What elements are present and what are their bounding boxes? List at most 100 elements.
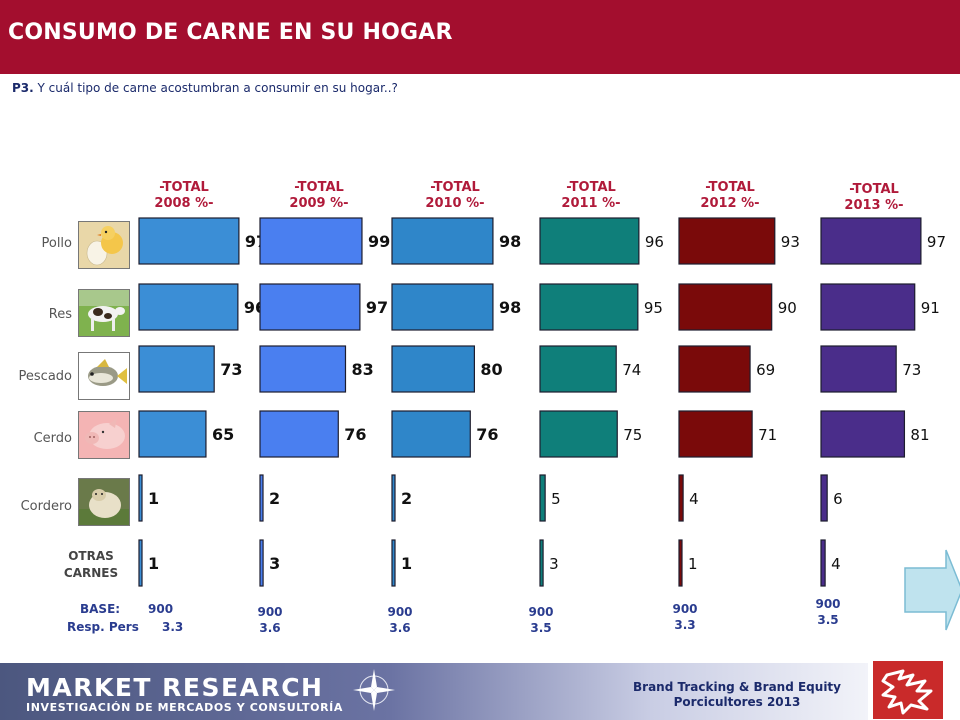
data-label: 3: [549, 555, 559, 573]
bar-cordero-2: [391, 474, 396, 522]
bar-otras-carnes-2: [391, 539, 396, 587]
bar-res-1: [259, 283, 361, 331]
bar-otras-carnes-3: [539, 539, 544, 587]
question-code: P3.: [12, 81, 34, 95]
base-2010: 900 3.6: [370, 604, 430, 636]
bar-cordero-1: [259, 474, 264, 522]
data-label: 3: [269, 554, 280, 573]
row-label-otras-line1: OTRAS: [68, 549, 114, 563]
data-label: 1: [148, 554, 159, 573]
bar-pollo-5: [820, 217, 922, 265]
fish-photo: [78, 352, 130, 400]
base-value: 900: [387, 605, 413, 619]
market-research-logo: MARKET RESEARCH INVESTIGACIÓN DE MERCADO…: [26, 675, 343, 715]
column-title-line2: 2008 %-: [154, 196, 214, 211]
column-title-2011: -TOTAL 2011 %-: [536, 180, 646, 212]
sheep-photo: [78, 478, 130, 526]
data-label: 2: [401, 489, 412, 508]
bar-cordero-5: [820, 474, 828, 522]
resp-value-2008: 3.3: [162, 620, 184, 634]
title-banner: CONSUMO DE CARNE EN SU HOGAR: [0, 0, 960, 74]
bar-cerdo-5: [820, 410, 906, 458]
column-title-2013: -TOTAL 2013 %-: [819, 182, 929, 214]
bar-otras-carnes-1: [259, 539, 264, 587]
bar-cordero-0: [138, 474, 143, 522]
data-label: 93: [781, 233, 800, 251]
base-2009: 900 3.6: [240, 604, 300, 636]
bar-pescado-1: [259, 345, 347, 393]
row-label-res: Res: [48, 307, 72, 322]
question-body: Y cuál tipo de carne acostumbran a consu…: [33, 81, 398, 95]
data-label: 69: [756, 361, 775, 379]
bar-cerdo-4: [678, 410, 753, 458]
bar-pollo-0: [138, 217, 240, 265]
question-text: P3. Y cuál tipo de carne acostumbran a c…: [12, 81, 398, 95]
porcicultores-logo: [873, 661, 943, 719]
data-label: 81: [910, 426, 929, 444]
base-value: 900: [672, 602, 698, 616]
data-label: 90: [778, 299, 797, 317]
bar-cerdo-3: [539, 410, 618, 458]
base-2012: 900 3.3: [655, 601, 715, 633]
column-title-line1: -TOTAL: [294, 180, 344, 195]
column-title-2010: -TOTAL 2010 %-: [400, 180, 510, 212]
resp-value: 3.5: [530, 621, 552, 635]
data-label: 6: [833, 490, 843, 508]
row-label-pescado: Pescado: [18, 369, 72, 384]
column-title-2012: -TOTAL 2012 %-: [675, 180, 785, 212]
data-label: 98: [499, 232, 521, 251]
bar-pescado-2: [391, 345, 476, 393]
data-label: 99: [368, 232, 390, 251]
column-title-line2: 2009 %-: [289, 196, 349, 211]
column-title-line1: -TOTAL: [705, 180, 755, 195]
resp-value: 3.3: [674, 618, 696, 632]
bar-pollo-3: [539, 217, 640, 265]
column-title-line1: -TOTAL: [566, 180, 616, 195]
footer-banner: [0, 663, 868, 720]
resp-value: 3.6: [389, 621, 411, 635]
data-label: 76: [344, 425, 366, 444]
bar-pescado-0: [138, 345, 215, 393]
base-value: 900: [257, 605, 283, 619]
data-label: 80: [480, 360, 502, 379]
bar-cordero-4: [678, 474, 684, 522]
bar-pescado-5: [820, 345, 897, 393]
bar-pollo-2: [391, 217, 494, 265]
bar-otras-carnes-5: [820, 539, 826, 587]
row-label-otras-line2: CARNES: [63, 566, 119, 580]
data-label: 95: [644, 299, 663, 317]
data-label: 91: [921, 299, 940, 317]
brand-tracking-caption: Brand Tracking & Brand Equity Porciculto…: [600, 680, 874, 710]
pig-photo: [78, 411, 130, 459]
data-label: 75: [623, 426, 642, 444]
bar-res-3: [539, 283, 639, 331]
column-title-line2: 2011 %-: [561, 196, 621, 211]
base-value: 900: [815, 597, 841, 611]
column-title-2008: -TOTAL 2008 %-: [129, 180, 239, 212]
column-title-2009: -TOTAL 2009 %-: [264, 180, 374, 212]
cow-photo: [78, 289, 130, 337]
column-title-line2: 2012 %-: [700, 196, 760, 211]
data-label: 74: [622, 361, 641, 379]
next-arrow-icon[interactable]: [904, 549, 960, 631]
bar-otras-carnes-0: [138, 539, 143, 587]
bar-res-2: [391, 283, 494, 331]
data-label: 76: [476, 425, 498, 444]
resp-value: 3.6: [259, 621, 281, 635]
bar-res-0: [138, 283, 239, 331]
data-label: 65: [212, 425, 234, 444]
column-title-line2: 2013 %-: [844, 198, 904, 213]
data-label: 1: [401, 554, 412, 573]
column-title-line1: -TOTAL: [159, 180, 209, 195]
data-label: 98: [499, 298, 521, 317]
logo-sub-text: INVESTIGACIÓN DE MERCADOS Y CONSULTORÍA: [26, 701, 343, 714]
bar-res-4: [678, 283, 773, 331]
bar-cerdo-2: [391, 410, 471, 458]
row-label-cerdo: Cerdo: [33, 431, 72, 446]
base-label: BASE:: [80, 602, 121, 616]
bar-pollo-4: [678, 217, 776, 265]
bar-pescado-4: [678, 345, 751, 393]
column-title-line1: -TOTAL: [430, 180, 480, 195]
bar-cordero-3: [539, 474, 546, 522]
